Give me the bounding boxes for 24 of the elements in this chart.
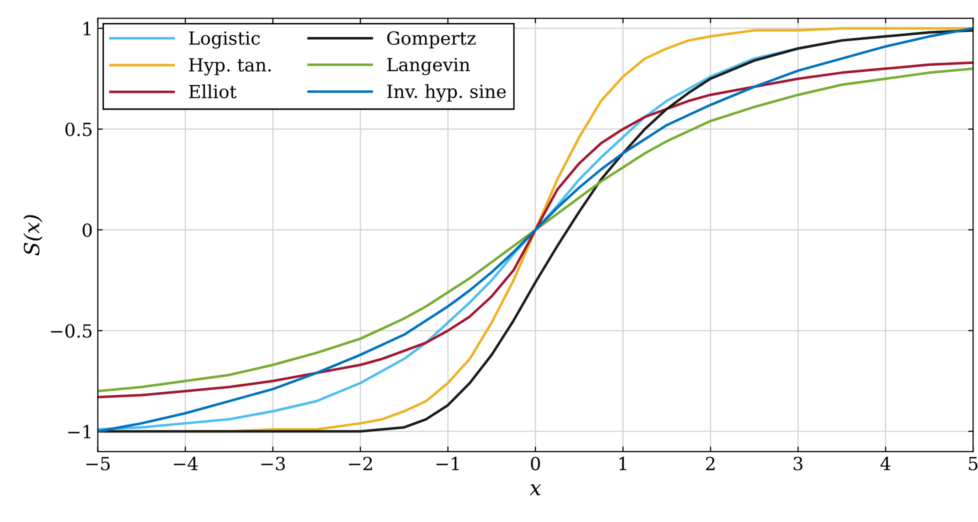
- x-tick-label: 5: [968, 456, 978, 470]
- y-tick-label: 0.5: [65, 122, 92, 136]
- x-tick-label: −5: [86, 456, 110, 470]
- y-axis-title: S(x): [23, 215, 42, 256]
- x-tick-label: −1: [436, 456, 459, 470]
- x-tick-label: 1: [619, 456, 626, 470]
- x-tick-label: 4: [880, 456, 890, 470]
- x-tick-label: 0: [530, 456, 540, 470]
- x-tick-label: −3: [261, 456, 285, 470]
- y-tick-label: 1: [84, 22, 90, 36]
- x-tick-label: 2: [706, 456, 714, 470]
- y-tick-label: −1: [68, 424, 90, 438]
- x-tick-label: −4: [174, 456, 198, 470]
- y-tick-label: 0: [82, 223, 92, 237]
- legend-label: Elliot: [189, 84, 237, 98]
- legend-label: Langevin: [387, 58, 470, 76]
- legend-label: Gompertz: [387, 31, 476, 48]
- y-tick-label: −0.5: [51, 324, 92, 338]
- legend-label: Inv. hyp. sine: [387, 84, 506, 102]
- x-axis-title: x: [530, 484, 542, 496]
- legend-label: Logistic: [189, 31, 260, 49]
- legend-label: Hyp. tan.: [189, 58, 271, 76]
- x-tick-label: −2: [348, 456, 372, 470]
- x-tick-label: 3: [794, 456, 802, 470]
